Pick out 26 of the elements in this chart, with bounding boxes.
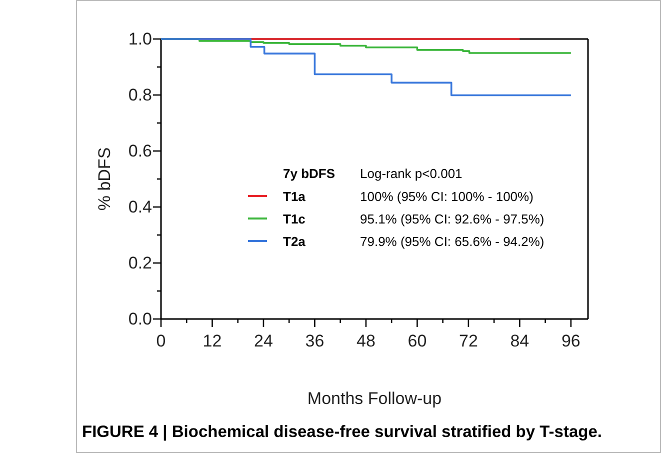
- x-tick-label: 60: [408, 332, 427, 351]
- legend-label: T1c: [283, 212, 306, 226]
- annotation: 95.1% (95% CI: 92.6% - 97.5%): [360, 212, 544, 226]
- annotation: 100% (95% CI: 100% - 100%): [360, 189, 534, 204]
- x-tick-label: 24: [254, 332, 273, 351]
- y-tick-label: 0.6: [128, 141, 152, 160]
- x-tick-label: 12: [202, 332, 222, 351]
- legend-label: T2a: [283, 234, 306, 249]
- x-tick-label: 72: [458, 332, 478, 351]
- x-tick-label: 96: [561, 332, 580, 351]
- x-axis-title: Months Follow-up: [307, 389, 442, 408]
- y-tick-label: 0.8: [128, 85, 152, 104]
- x-tick-label: 36: [305, 332, 324, 351]
- y-tick-label: 0.0: [128, 309, 152, 328]
- x-tick-label: 0: [156, 332, 166, 351]
- y-axis-title: % bDFS: [95, 147, 114, 211]
- annotation: Log-rank p<0.001: [360, 166, 462, 181]
- legend-label: T1a: [283, 189, 306, 204]
- y-tick-label: 0.2: [128, 253, 152, 272]
- x-tick-label: 84: [510, 332, 530, 351]
- legend-title: 7y bDFS: [283, 166, 336, 181]
- caption: FIGURE 4 | Biochemical disease-free survival stratified by T-stage.: [82, 423, 602, 441]
- annotation: 79.9% (95% CI: 65.6% - 94.2%): [360, 234, 544, 249]
- y-tick-label: 0.4: [128, 197, 152, 216]
- x-tick-label: 48: [356, 332, 376, 351]
- y-tick-label: 1.0: [128, 29, 152, 48]
